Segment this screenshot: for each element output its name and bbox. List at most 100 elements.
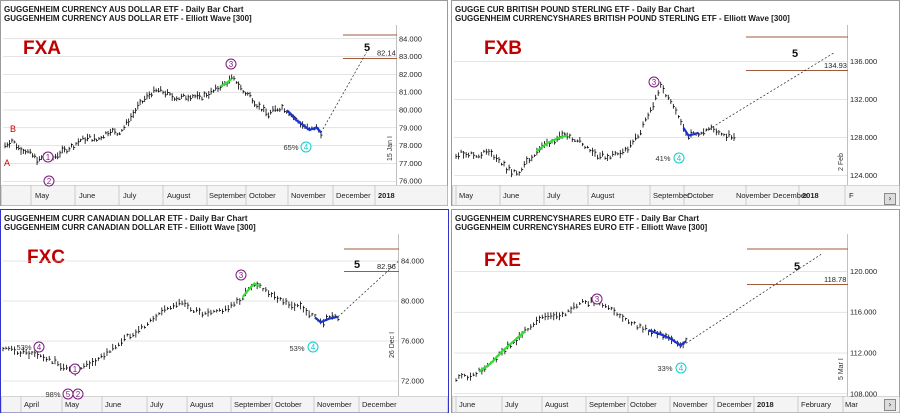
wave-4-circle [307,341,319,353]
wave-4-label: 4 [679,364,684,373]
wave-4-circle [673,152,685,164]
ticker-label: FXA [23,38,61,59]
x-tick-label: August [167,191,191,200]
x-tick-label: November [736,191,771,200]
x-tick-label: October [687,191,714,200]
chart-title: GUGGENHEIM CURRENCYSHARES EURO ETF - Dai… [455,214,700,223]
retracement-pct-label: 33% [657,364,672,373]
chart-title: GUGGENHEIM CURRENCY AUS DOLLAR ETF - Dai… [4,5,244,14]
x-tick-label: September [653,191,690,200]
y-tick-label: 124.000 [850,171,877,180]
retracement-pct-label: 41% [655,154,670,163]
chart-subtitle: GUGGENHEIM CURRENCYSHARES BRITISH POUND … [455,14,790,23]
y-tick-label: 79.000 [399,123,422,132]
chart-panel-fxc[interactable]: GUGGENHEIM CURR CANADIAN DOLLAR ETF - Da… [0,209,449,413]
green-wave-overlay [536,134,568,152]
target-value-label: 82.96 [377,262,396,271]
chart-title: GUGGE CUR BRITISH POUND STERLING ETF - D… [455,5,695,14]
wave-4-label: 4 [304,143,309,152]
blue-wave-overlay [682,127,700,137]
blue-wave-overlay [648,329,687,347]
x-tick-label: 2018 [757,400,774,409]
target-value-label: 118.78 [824,275,846,284]
wave-5-label: 5 [794,261,800,273]
x-tick-label: August [591,191,615,200]
x-tick-label: July [150,400,164,409]
y-tick-label: 76.000 [399,177,422,186]
y-tick-label: 77.000 [399,159,422,168]
wave-3-circle [235,269,247,281]
chart-panel-fxa[interactable]: GUGGENHEIM CURRENCY AUS DOLLAR ETF - Dai… [0,0,448,206]
chart-panel-fxe[interactable]: GUGGENHEIM CURRENCYSHARES EURO ETF - Dai… [451,209,900,413]
price-chart: May June July August September October N… [452,25,900,206]
y-tick-label: 82.000 [399,70,422,79]
x-tick-label: July [547,191,561,200]
x-tick-label: May [65,400,79,409]
target-value-label: 134.93 [824,61,847,70]
y-tick-label: 132.000 [850,95,877,104]
y-tick-label: 112.000 [850,349,877,358]
x-tick-label: November [291,191,326,200]
wave-3-circle [591,293,603,305]
scroll-right-icon[interactable]: › [884,193,896,205]
chart-subtitle: GUGGENHEIM CURR CANADIAN DOLLAR ETF - El… [4,223,256,232]
wave-4-circle [300,141,312,153]
wave-4-label: 4 [677,154,682,163]
y-tick-label: 108.000 [850,389,877,398]
x-axis-dividers [455,185,846,205]
x-tick-label: September [209,191,246,200]
retracement-pct-label: 53% [289,344,304,353]
x-tick-label: February [801,400,831,409]
retracement-pct-label: 53% [16,343,31,352]
x-axis-dividers [20,396,360,412]
y-tick-label: 83.000 [399,52,422,61]
x-tick-label: June [459,400,475,409]
projection-line [698,51,836,136]
x-tick-label: September [234,400,271,409]
wave-5-label: 5 [364,42,370,54]
x-tick-label: 2018 [378,191,395,200]
wave-3-label: 3 [595,295,600,304]
wave-1-label: 1 [46,153,51,162]
x-tick-label: September [589,400,626,409]
chart-title: GUGGENHEIM CURR CANADIAN DOLLAR ETF - Da… [4,214,248,223]
x-tick-label: December [336,191,371,200]
wave-4-label: 4 [311,343,316,352]
scroll-right-icon[interactable]: › [884,399,896,411]
x-tick-label: June [503,191,519,200]
x-tick-label: October [275,400,302,409]
date-marker-label: 15 Jan I [387,136,394,161]
wave-1-circle [69,363,81,375]
wave-letter-b: B [10,124,16,134]
x-tick-label: June [105,400,121,409]
y-tick-label: 72.000 [401,377,424,386]
wave-4-label: 4 [37,343,42,352]
x-axis-dividers [30,185,376,205]
wave-2-label: 2 [76,390,81,399]
x-axis-band [1,185,448,206]
wave-1-circle [42,151,54,163]
wave-3-circle [648,76,660,88]
y-tick-label: 128.000 [850,133,877,142]
x-tick-label: April [24,400,39,409]
chart-panel-fxb[interactable]: GUGGE CUR BRITISH POUND STERLING ETF - D… [451,0,900,206]
y-tick-label: 81.000 [399,88,422,97]
grid [3,260,398,382]
y-tick-label: 136.000 [850,57,877,66]
chart-subtitle: GUGGENHEIM CURRENCYSHARES EURO ETF - Ell… [455,223,708,232]
y-tick-label: 80.000 [399,106,422,115]
retracement-pct-label: 65% [283,143,298,152]
x-tick-label: October [249,191,276,200]
target-value-label: 82.14 [377,49,396,58]
projection-line [685,253,822,344]
y-tick-label: 80.000 [401,297,424,306]
price-chart: June July August September October Novem… [452,234,900,413]
green-wave-overlay [219,77,233,88]
grid [3,38,396,182]
wave-3-label: 3 [239,271,244,280]
retracement-pct-label: 98% [45,390,60,399]
date-marker-label: 2 Feb [838,153,845,171]
grid [454,271,847,395]
y-tick-label: 78.000 [399,141,422,150]
x-tick-label: 2018 [802,191,819,200]
